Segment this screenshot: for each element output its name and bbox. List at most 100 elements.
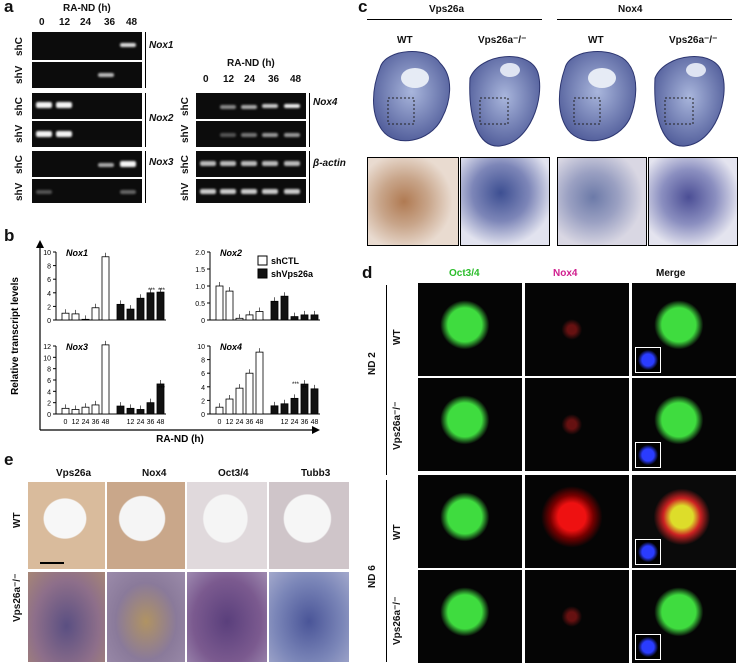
bar [101, 256, 110, 321]
chart-title: Nox2 [220, 248, 242, 258]
chart-title: Nox3 [66, 342, 88, 352]
panel-d-label: d [362, 263, 373, 282]
x-tick-label: 24 [236, 419, 244, 426]
y-arrow-head [36, 240, 44, 248]
e-row-label: Vps26a⁻/⁻ [12, 573, 23, 622]
y-tick-label: 6 [201, 371, 205, 378]
x-tick-label: 12 [226, 419, 234, 426]
embryo-wt-vps26a [373, 51, 451, 142]
row-label: shV [14, 182, 25, 201]
bar [71, 313, 80, 321]
fluor-image [418, 283, 522, 376]
panel-a-timepoints-left: 0 12 24 36 48 [39, 17, 138, 28]
row-label: shC [14, 37, 25, 56]
bar [235, 317, 244, 321]
e-col: Nox4 [142, 468, 167, 479]
gene-actin: β-actin [313, 158, 346, 169]
row-label: shC [180, 97, 191, 116]
e-col: Oct3/4 [218, 468, 249, 479]
bar [71, 409, 80, 415]
y-tick-label: 2.0 [195, 250, 205, 257]
ihc-wt-tubb3 [269, 482, 349, 569]
y-tick-label: 10 [197, 344, 205, 351]
bar [235, 387, 244, 415]
bar [225, 398, 234, 415]
bar [290, 316, 299, 321]
y-tick-label: 0.5 [195, 301, 205, 308]
chart-title: Nox1 [66, 248, 88, 258]
y-tick-label: 12 [43, 344, 51, 351]
day-label: ND 6 [367, 565, 378, 588]
panel-a-timepoints-right: 0 12 24 36 48 [203, 74, 302, 85]
zoom-wt-vps26a [367, 157, 459, 246]
bar [136, 297, 145, 321]
bar [91, 404, 100, 415]
bar [280, 295, 289, 321]
ihc-ko-oct [187, 572, 267, 662]
fluor-image [632, 570, 736, 663]
fluor-image [418, 475, 522, 568]
gel-nox4-shv [196, 121, 306, 147]
ihc-ko-nox4 [107, 572, 185, 662]
d-col-nox4: Nox4 [553, 268, 578, 279]
c-col-ko: Vps26a⁻/⁻ [478, 35, 527, 46]
sig-mark: *** [148, 288, 156, 294]
zoom-wt-nox4 [557, 157, 647, 246]
x-tick-label: 36 [147, 419, 155, 426]
c-col-ko: Vps26a⁻/⁻ [669, 35, 718, 46]
legend-swatch [257, 255, 268, 266]
dapi-inset [635, 442, 661, 468]
row-label: shV [180, 124, 191, 143]
y-tick-label: 10 [43, 250, 51, 257]
sig-mark: *** [158, 288, 166, 294]
bar [310, 388, 319, 415]
y-tick-label: 4 [47, 291, 51, 298]
x-tick-label: 36 [92, 419, 100, 426]
sig-mark: ** [302, 386, 307, 392]
x-tick-label: 48 [157, 419, 165, 426]
bar [61, 312, 70, 321]
bar [310, 314, 319, 321]
bar [300, 383, 309, 415]
gel-nox3-shv [32, 179, 142, 203]
legend-swatch [257, 268, 268, 279]
bar [156, 383, 165, 415]
d-row-label: WT [392, 524, 403, 540]
gel-nox4-shc [196, 93, 306, 119]
y-tick-label: 4 [47, 389, 51, 396]
c-col-wt: WT [588, 35, 604, 46]
fluor-image [525, 283, 629, 376]
ihc-ko-tubb3 [269, 572, 349, 662]
x-tick-label: 12 [72, 419, 80, 426]
panel-b-label: b [4, 226, 15, 245]
d-col-oct: Oct3/4 [449, 268, 480, 279]
bar [136, 409, 145, 415]
row-label: shC [14, 155, 25, 174]
dapi-inset [635, 539, 661, 565]
panel-a-condition-left: RA-ND (h) [63, 3, 111, 14]
bar [116, 405, 125, 415]
y-axis-label: Relative transcript levels [10, 277, 21, 395]
embryo-ko-nox4 [654, 56, 725, 147]
row-label: shV [180, 182, 191, 201]
row-label: shV [14, 65, 25, 84]
day-label: ND 2 [367, 352, 378, 375]
x-tick-label: 0 [64, 419, 68, 426]
fluor-image [525, 570, 629, 663]
ihc-ko-vps26a [28, 572, 105, 662]
gene-nox1: Nox1 [149, 40, 174, 51]
e-col: Tubb3 [301, 468, 331, 479]
y-tick-label: 6 [47, 277, 51, 284]
bar [81, 406, 90, 415]
x-tick-label: 12 [127, 419, 135, 426]
d-row-label: Vps26a⁻/⁻ [392, 596, 403, 645]
gel-nox3-shc [32, 151, 142, 177]
gel-nox1-shv [32, 62, 142, 88]
y-tick-label: 4 [201, 385, 205, 392]
y-tick-label: 0 [201, 318, 205, 325]
fluor-image [632, 475, 736, 568]
gene-nox2: Nox2 [149, 113, 174, 124]
embryo-section-images [373, 51, 725, 147]
zoom-ko-nox4 [648, 157, 738, 246]
